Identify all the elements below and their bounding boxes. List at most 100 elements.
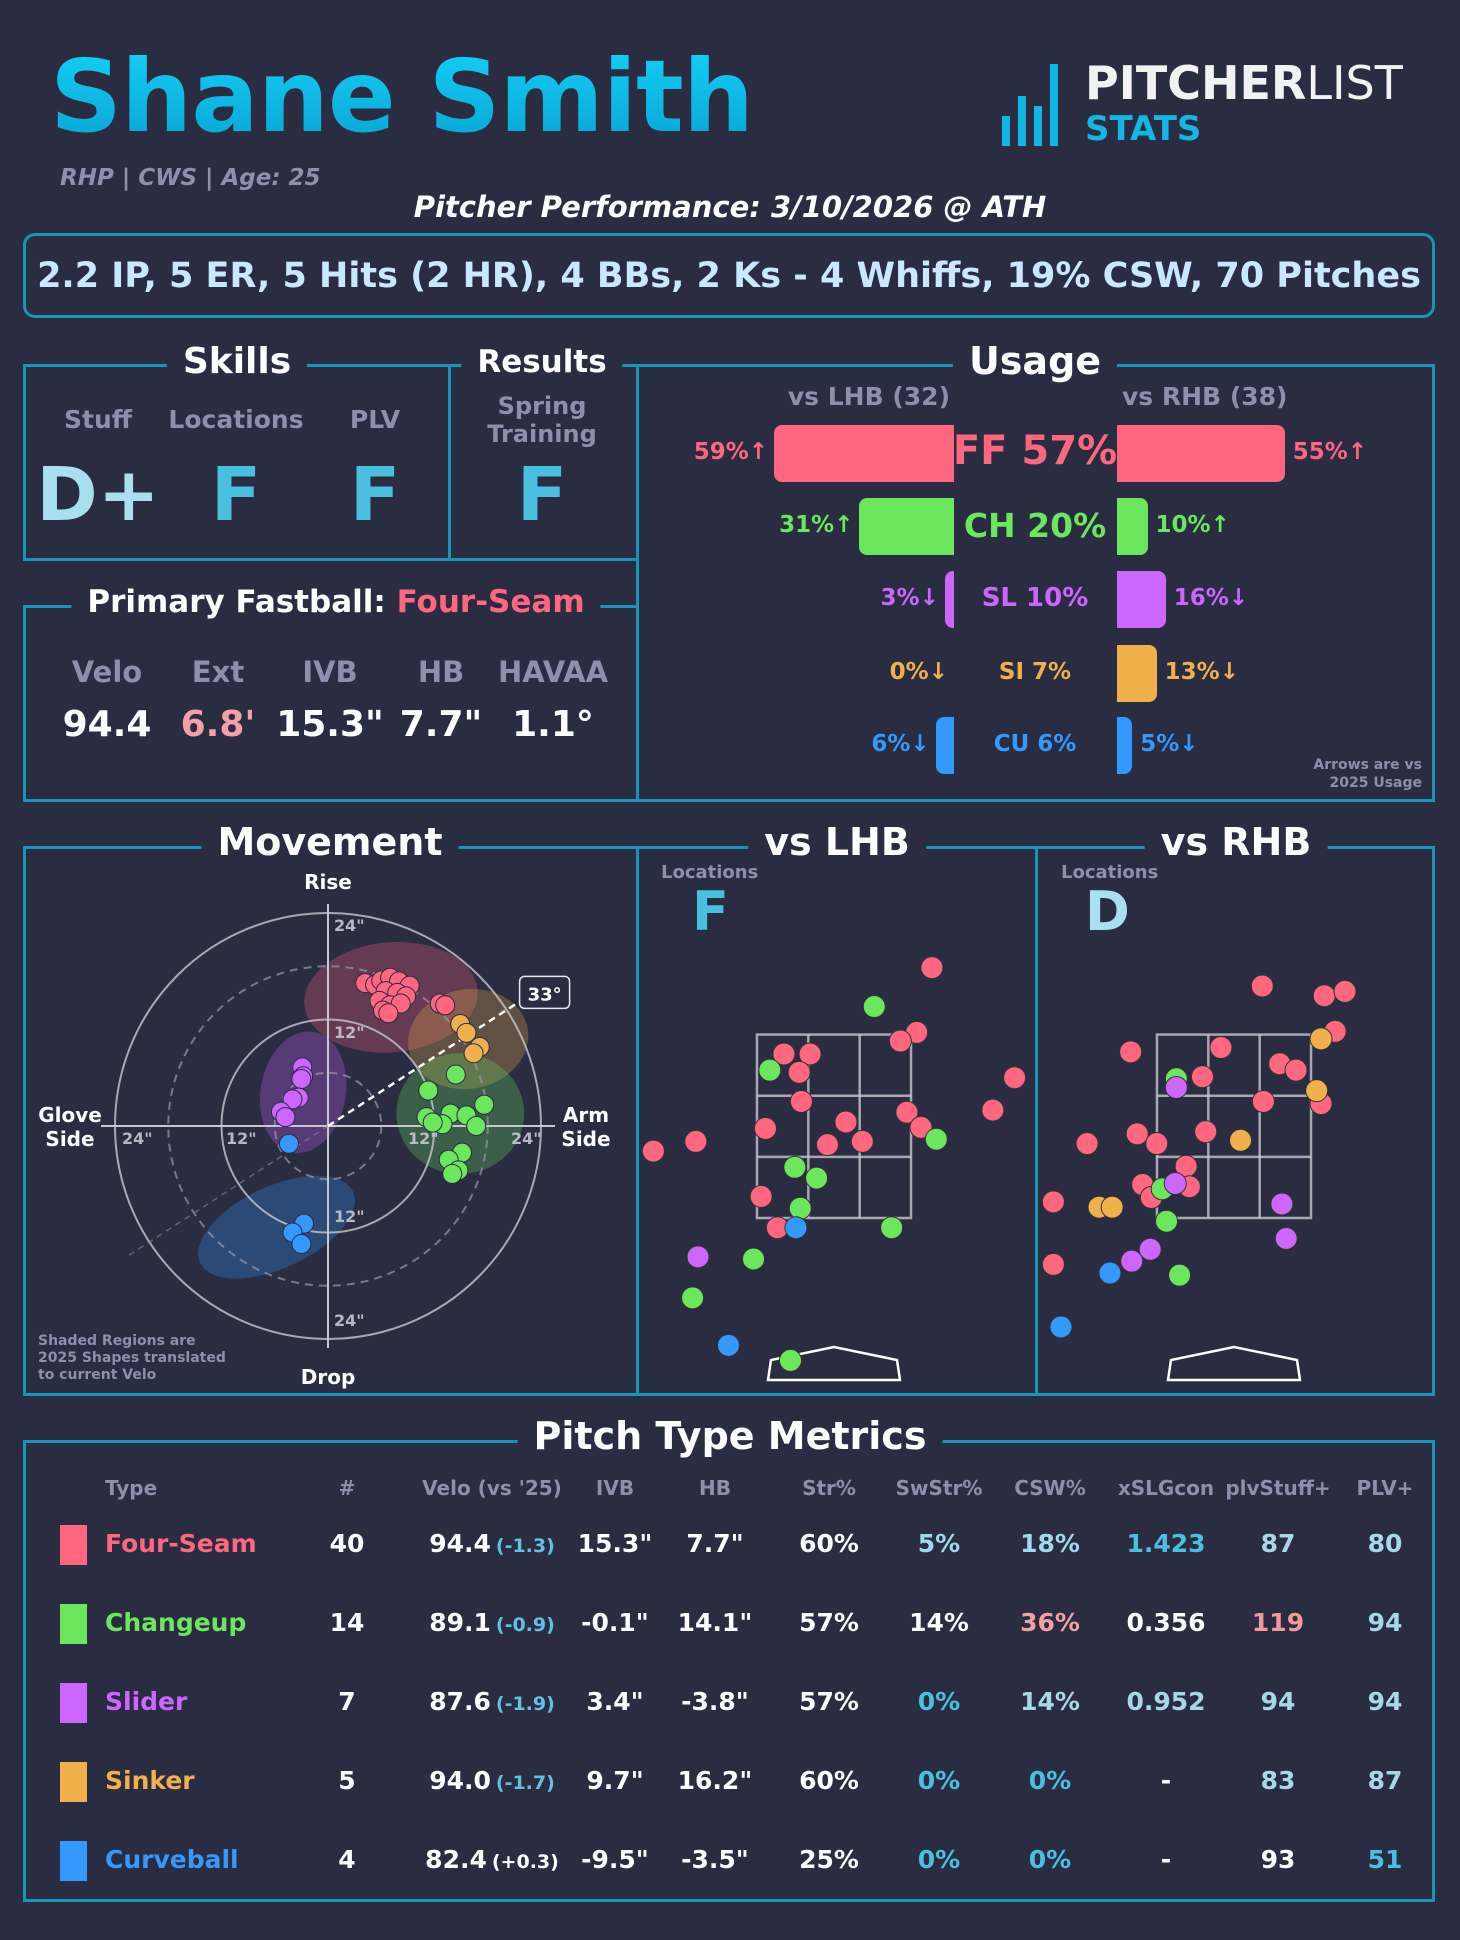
pitch-type-name: Sinker	[105, 1766, 195, 1795]
movement-note-line: 2025 Shapes translated	[38, 1350, 226, 1366]
pitch-color-swatch-SL	[60, 1683, 87, 1723]
movement-point-SI	[456, 1022, 477, 1043]
usage-bar-rhb-CH	[1117, 498, 1148, 555]
metric-cell: 14.1"	[677, 1608, 753, 1637]
rhb-locations-label: Locations	[1061, 862, 1159, 883]
usage-note: Arrows are vs 2025 Usage	[1313, 757, 1422, 792]
home-plate	[1166, 1345, 1302, 1382]
primary-fastball-label: Primary Fastball:	[87, 584, 386, 620]
metric-cell: 0%	[1028, 1766, 1072, 1795]
movement-point-CH	[442, 1163, 463, 1184]
ring-label-up24: 24"	[334, 916, 365, 935]
location-point-CH	[681, 1286, 705, 1310]
metric-cell: 87	[1367, 1766, 1403, 1795]
usage-center-SL: SL 10%	[981, 582, 1089, 613]
usage-center-CH: CH 20%	[963, 505, 1107, 545]
home-plate	[766, 1345, 902, 1382]
metric-cell: 60%	[799, 1529, 859, 1558]
location-point-FF	[1125, 1122, 1149, 1146]
column-header: IVB	[595, 1476, 635, 1500]
usage-bar-rhb-SL	[1117, 571, 1166, 628]
location-point-FF	[909, 1115, 933, 1139]
metric-cell: 60%	[799, 1766, 859, 1795]
location-point-FF	[834, 1110, 858, 1134]
pitch-color-swatch-CU	[60, 1841, 87, 1881]
performance-title: Pitcher Performance: 3/10/2026 @ ATH	[413, 190, 1047, 224]
location-point-FF	[1003, 1066, 1027, 1090]
metric-cell: 25%	[799, 1845, 859, 1874]
summary-box: 2.2 IP, 5 ER, 5 Hits (2 HR), 4 BBs, 2 Ks…	[23, 233, 1435, 318]
location-point-SL	[1163, 1171, 1187, 1195]
usage-bar-lhb-SL	[944, 571, 954, 628]
usage-label-rhb-CH: 10%↑	[1155, 512, 1230, 538]
ring-label-left12: 12"	[226, 1129, 257, 1148]
fastball-metric-label: IVB	[302, 655, 358, 689]
location-point-FF	[1145, 1132, 1169, 1156]
location-point-SL	[686, 1245, 710, 1269]
location-point-FF	[1194, 1120, 1218, 1144]
metric-cell: -3.8"	[681, 1687, 749, 1716]
ring-label-right24: 24"	[511, 1129, 542, 1148]
metric-cell: -0.1"	[581, 1608, 649, 1637]
location-point-SL	[1120, 1249, 1144, 1273]
metric-cell: 119	[1251, 1608, 1305, 1637]
metric-cell: 94.0 (-1.7)	[429, 1766, 555, 1795]
movement-point-SI	[463, 1043, 484, 1064]
movement-point-CH	[422, 1112, 443, 1133]
movement-point-CU	[291, 1234, 312, 1255]
logo-word-list: LIST	[1306, 56, 1403, 110]
location-point-SL	[1270, 1192, 1294, 1216]
location-point-FF	[895, 1100, 919, 1124]
location-point-FF	[684, 1129, 708, 1153]
usage-label-lhb-FF: 59%↑	[693, 439, 769, 465]
usage-rhb-header: vs RHB (38)	[1122, 382, 1288, 411]
fastball-metric-label: Ext	[191, 655, 245, 689]
metric-cell: 4	[338, 1845, 356, 1874]
ring-label-down24: 24"	[334, 1311, 365, 1330]
location-point-FF	[1251, 1089, 1275, 1113]
metric-cell: 87.6 (-1.9)	[429, 1687, 555, 1716]
lhb-locations-grade: F	[692, 880, 729, 943]
fastball-metric-label: Velo	[71, 655, 143, 689]
velo-delta: (-1.3)	[495, 1535, 555, 1557]
fastball-metric-label: HAVAA	[497, 655, 609, 689]
metric-cell: 94	[1367, 1608, 1403, 1637]
column-header: xSLGcon	[1117, 1476, 1215, 1500]
bar-chart-logo-icon	[1002, 64, 1058, 146]
usage-center-CU: CU 6%	[993, 730, 1077, 757]
axis-label-arm-side: Side	[561, 1127, 610, 1151]
location-point-CH	[788, 1196, 812, 1220]
movement-point-FF	[435, 995, 456, 1016]
results-title: Results	[461, 347, 623, 378]
location-point-FF	[1190, 1065, 1214, 1089]
skill-label-locations: Locations	[168, 405, 304, 434]
axis-label-drop: Drop	[301, 1365, 356, 1389]
primary-fastball-title: Primary Fastball: Four-Seam	[71, 584, 601, 620]
lhb-location-chart	[641, 956, 1027, 1382]
metric-cell: 82.4 (+0.3)	[425, 1845, 559, 1874]
location-point-FF	[1119, 1040, 1143, 1064]
movement-point-CH	[418, 1080, 439, 1101]
axis-label-glove-side: Side	[45, 1127, 94, 1151]
location-point-FF	[1075, 1132, 1099, 1156]
fastball-metric-value: 15.3"	[276, 704, 384, 745]
metric-cell: 9.7"	[586, 1766, 644, 1795]
location-point-FF	[1041, 1252, 1065, 1276]
velo-delta: (-0.9)	[495, 1614, 555, 1636]
location-point-CH	[741, 1247, 765, 1271]
metric-cell: 0%	[917, 1687, 961, 1716]
metric-cell: 83	[1260, 1766, 1296, 1795]
metric-cell: 0.952	[1126, 1687, 1206, 1716]
location-point-CU	[1098, 1261, 1122, 1285]
rhb-locations-grade: D	[1085, 880, 1130, 943]
pitch-color-swatch-CH	[60, 1604, 87, 1644]
metric-cell: 0.356	[1126, 1608, 1206, 1637]
ring-label-up12: 12"	[334, 1023, 365, 1042]
metric-cell: 15.3"	[577, 1529, 653, 1558]
location-point-CH	[1155, 1209, 1179, 1233]
location-point-FF	[787, 1060, 811, 1084]
column-header: CSW%	[1014, 1476, 1086, 1500]
usage-bar-rhb-SI	[1117, 645, 1157, 702]
metric-cell: 57%	[799, 1687, 859, 1716]
movement-point-CH	[474, 1094, 495, 1115]
